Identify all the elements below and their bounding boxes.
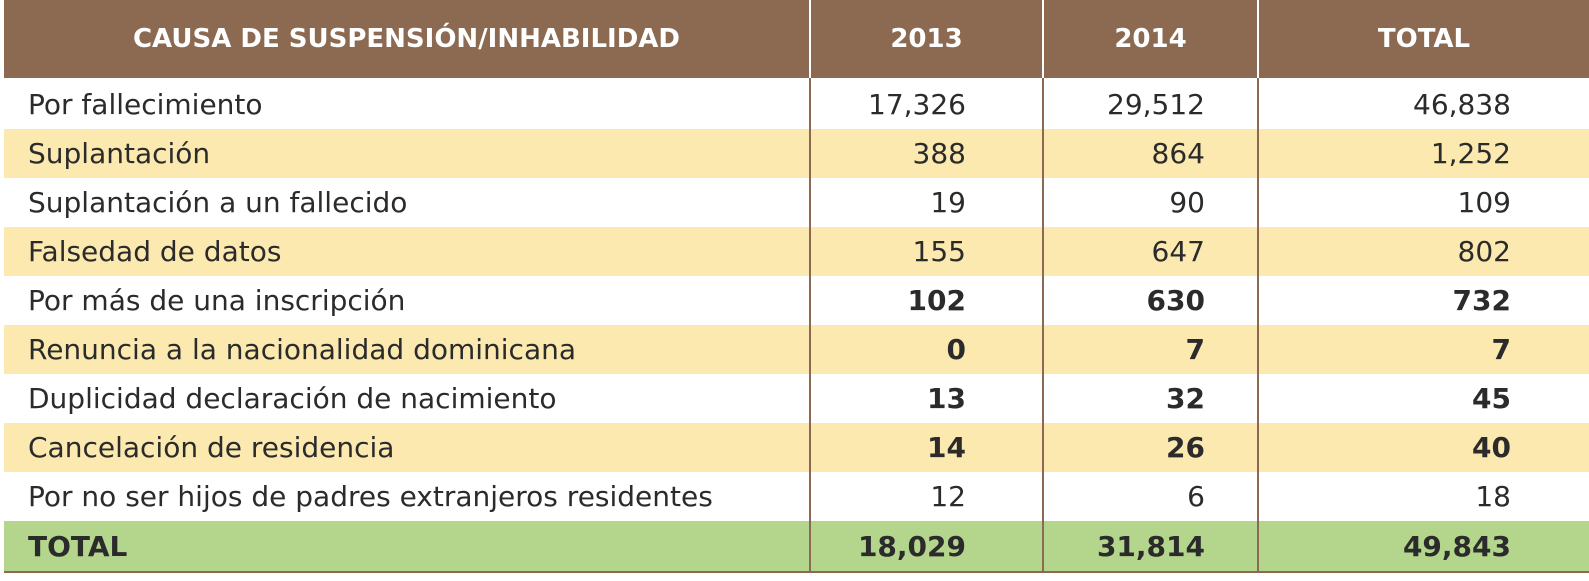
cause-cell: Suplantación (4, 129, 810, 178)
table-row: Por fallecimiento 17,326 29,512 46,838 (4, 80, 1589, 129)
suspension-table-container: CAUSA DE SUSPENSIÓN/INHABILIDAD 2013 201… (4, 0, 1589, 573)
value-total-cell: 109 (1257, 178, 1589, 227)
total-row: TOTAL 18,029 31,814 49,843 (4, 521, 1589, 573)
cause-cell: Renuncia a la nacionalidad dominicana (4, 325, 810, 374)
total-label-cell: TOTAL (4, 521, 810, 573)
header-spacer (4, 78, 1589, 80)
value-2014-cell: 647 (1042, 227, 1258, 276)
total-2013-cell: 18,029 (809, 521, 1043, 573)
value-2013-cell: 102 (809, 276, 1043, 325)
value-total-cell: 1,252 (1257, 129, 1589, 178)
cause-cell: Cancelación de residencia (4, 423, 810, 472)
value-2014-cell: 29,512 (1042, 80, 1258, 129)
value-total-cell: 18 (1257, 472, 1589, 521)
value-total-cell: 46,838 (1257, 80, 1589, 129)
total-total-cell: 49,843 (1257, 521, 1589, 573)
value-2014-cell: 630 (1042, 276, 1258, 325)
value-2013-cell: 388 (809, 129, 1043, 178)
header-total: TOTAL (1257, 0, 1589, 78)
table-row: Suplantación 388 864 1,252 (4, 129, 1589, 178)
value-2014-cell: 32 (1042, 374, 1258, 423)
value-2013-cell: 12 (809, 472, 1043, 521)
suspension-table: CAUSA DE SUSPENSIÓN/INHABILIDAD 2013 201… (4, 0, 1589, 573)
value-2013-cell: 17,326 (809, 80, 1043, 129)
table-row: Renuncia a la nacionalidad dominicana 0 7 7 (4, 325, 1589, 374)
table-row: Por no ser hijos de padres extranjeros r… (4, 472, 1589, 521)
cause-cell: Por no ser hijos de padres extranjeros r… (4, 472, 810, 521)
cause-cell: Por fallecimiento (4, 80, 810, 129)
value-total-cell: 7 (1257, 325, 1589, 374)
table-body: Por fallecimiento 17,326 29,512 46,838 Supla… (4, 78, 1589, 573)
cause-cell: Suplantación a un fallecido (4, 178, 810, 227)
value-2014-cell: 7 (1042, 325, 1258, 374)
table-row: Duplicidad declaración de nacimiento 13 32… (4, 374, 1589, 423)
value-2014-cell: 90 (1042, 178, 1258, 227)
value-2014-cell: 864 (1042, 129, 1258, 178)
value-2013-cell: 13 (809, 374, 1043, 423)
value-2014-cell: 6 (1042, 472, 1258, 521)
value-2014-cell: 26 (1042, 423, 1258, 472)
header-2013: 2013 (809, 0, 1043, 78)
value-total-cell: 45 (1257, 374, 1589, 423)
value-total-cell: 802 (1257, 227, 1589, 276)
table-row: Suplantación a un fallecido 19 90 109 (4, 178, 1589, 227)
value-total-cell: 732 (1257, 276, 1589, 325)
total-2014-cell: 31,814 (1042, 521, 1258, 573)
header-2014: 2014 (1042, 0, 1258, 78)
value-2013-cell: 0 (809, 325, 1043, 374)
table-row: Falsedad de datos 155 647 802 (4, 227, 1589, 276)
value-2013-cell: 155 (809, 227, 1043, 276)
value-total-cell: 40 (1257, 423, 1589, 472)
table-row: Por más de una inscripción 102 630 732 (4, 276, 1589, 325)
header-cause: CAUSA DE SUSPENSIÓN/INHABILIDAD (4, 0, 810, 78)
table-header-row: CAUSA DE SUSPENSIÓN/INHABILIDAD 2013 201… (4, 0, 1589, 78)
cause-cell: Falsedad de datos (4, 227, 810, 276)
cause-cell: Duplicidad declaración de nacimiento (4, 374, 810, 423)
cause-cell: Por más de una inscripción (4, 276, 810, 325)
table-row: Cancelación de residencia 14 26 40 (4, 423, 1589, 472)
value-2013-cell: 14 (809, 423, 1043, 472)
value-2013-cell: 19 (809, 178, 1043, 227)
